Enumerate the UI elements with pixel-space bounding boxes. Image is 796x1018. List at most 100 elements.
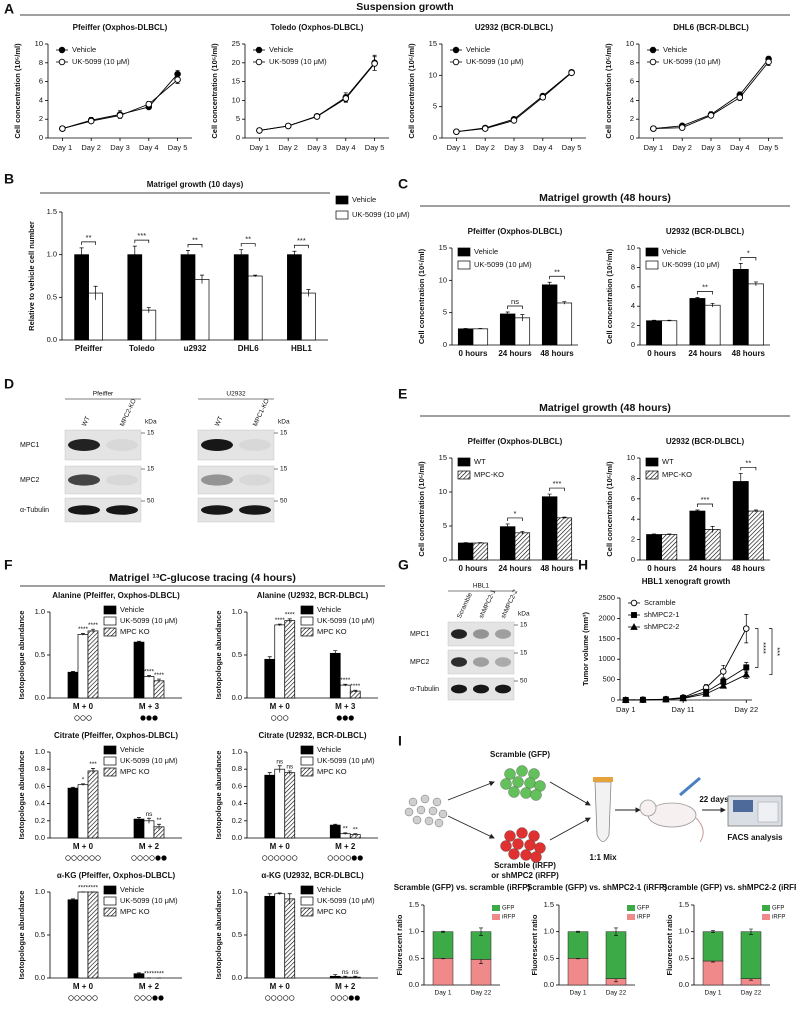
error-bar: [710, 302, 715, 308]
x-tick-label: Day 4: [533, 143, 553, 152]
y-tick-label: 8: [631, 473, 635, 482]
legend-label: UK-5099 (10 μM): [474, 260, 532, 269]
panel-label: E: [398, 386, 407, 402]
cell-icon: [434, 818, 444, 828]
y-tick-label: 0.5: [544, 953, 554, 962]
legend-swatch: [492, 905, 500, 911]
y-tick-label: 0.5: [47, 292, 57, 301]
y-tick-label: 1.0: [544, 927, 554, 936]
bar: [133, 818, 145, 839]
series-line: [259, 62, 375, 131]
blot-band: [451, 657, 467, 667]
y-tick-label: 10: [439, 487, 447, 496]
panel-label: G: [398, 557, 409, 573]
error-bar: [652, 319, 657, 322]
carbon-icon: [339, 855, 345, 861]
carbon-icon: [262, 855, 268, 861]
x-tick-label: 0 hours: [459, 349, 488, 358]
error-bar: [353, 833, 358, 836]
bar: [457, 542, 474, 561]
y-tick-label: 0: [433, 133, 437, 142]
y-tick-label: 5: [433, 102, 437, 111]
bar: [284, 620, 296, 699]
chart-title: Pfeiffer (Oxphos-DLBCL): [73, 23, 168, 32]
carbon-icon: [345, 855, 351, 861]
y-tick-label: 6: [631, 494, 635, 503]
carbon-icon: [357, 855, 363, 861]
x-tick-label: Day 1: [435, 990, 452, 997]
error-bar: [667, 533, 672, 536]
sig-label: **: [86, 233, 92, 242]
y-tick-label: 1.0: [35, 747, 45, 756]
arrow: [447, 781, 495, 801]
carbon-icon: [80, 995, 86, 1001]
cell-icon: [404, 807, 414, 817]
error-bar: [710, 525, 715, 533]
carbon-icon: [146, 715, 152, 721]
blot-protein: α-Tubulin: [20, 507, 49, 514]
chart-title: Citrate (U2932, BCR-DLBCL): [258, 731, 366, 740]
y-tick-label: 8: [631, 262, 635, 271]
cell-icon: [516, 765, 528, 777]
error-bar: [333, 974, 338, 978]
marker: [743, 664, 750, 671]
y-axis-label: Cell concentration (10⁵/ml): [604, 43, 613, 139]
tube-icon: [594, 781, 612, 842]
x-tick-label: Day 5: [168, 143, 188, 152]
x-tick-label: Day 2: [278, 143, 298, 152]
bar: [646, 320, 663, 346]
blot-cell-line: HBL1: [473, 583, 490, 590]
legend-label: Vehicle: [120, 605, 144, 614]
y-axis-label: Cell concentration (10⁵/ml): [407, 43, 416, 139]
marker: [568, 69, 575, 77]
sig-bracket: [549, 487, 565, 492]
y-tick-label: 4: [631, 514, 635, 523]
x-tick-label: Day 5: [562, 143, 582, 152]
marker: [313, 113, 321, 120]
blot-band: [106, 474, 138, 486]
legend-swatch: [103, 885, 117, 895]
error-bar: [137, 817, 141, 821]
sig-bracket: [740, 257, 757, 261]
chart-title: DHL6 (BCR-DLBCL): [673, 23, 749, 32]
carbon-icon: [286, 855, 292, 861]
x-tick-label: 0 hours: [459, 564, 488, 573]
y-tick-label: 0: [631, 340, 635, 349]
panel-label: B: [4, 171, 14, 187]
x-tick-label: Day 2: [475, 143, 495, 152]
marker: [707, 112, 715, 119]
error-bar: [71, 786, 75, 789]
marker: [116, 112, 124, 119]
arrow: [549, 817, 591, 841]
carbon-icon: [333, 855, 339, 861]
y-tick-label: 1.5: [409, 900, 419, 909]
sig-label: ns: [342, 969, 350, 976]
x-tick-label: M + 0: [270, 982, 291, 991]
legend-swatch: [645, 470, 659, 480]
bar: [180, 254, 196, 341]
error-bar: [562, 301, 567, 305]
carbon-icon: [351, 855, 357, 861]
carbon-icon: [77, 855, 83, 861]
error-bar: [711, 930, 715, 934]
error-bar: [71, 898, 75, 901]
x-tick-label: 48 hours: [540, 564, 574, 573]
legend-swatch: [300, 896, 314, 906]
error-bar: [239, 249, 244, 260]
y-tick-label: 0.2: [232, 816, 242, 825]
marker: [631, 612, 637, 618]
cell-icon: [420, 794, 430, 804]
y-axis-label: Fluorescent ratio: [395, 914, 404, 975]
carbon-icon: [277, 995, 283, 1001]
x-tick-label: Day 1: [644, 143, 664, 152]
x-tick-label: 0 hours: [647, 349, 676, 358]
x-tick-label: u2932: [184, 344, 207, 353]
error-bar: [749, 928, 753, 935]
x-tick-label: Day 1: [570, 990, 587, 997]
sig-label: ns: [286, 764, 294, 771]
legend-label: UK-5099 (10 μM): [466, 57, 524, 66]
error-bar: [186, 250, 190, 259]
marker: [630, 599, 638, 607]
sig-label: ****: [144, 668, 155, 675]
y-axis-label: Isotopologue abundance: [214, 611, 223, 700]
